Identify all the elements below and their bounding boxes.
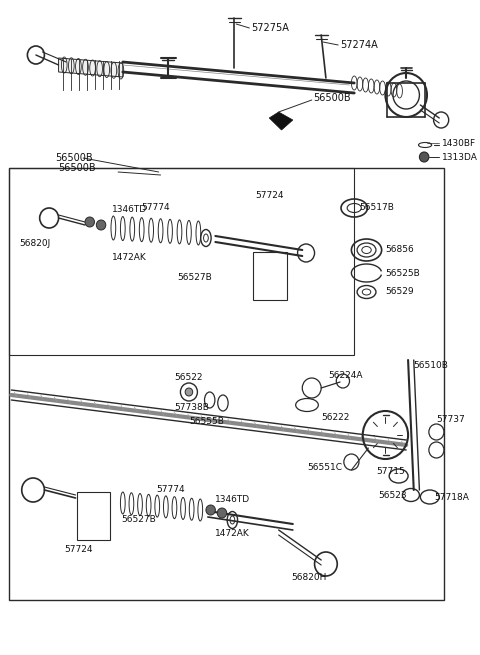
- Circle shape: [217, 508, 227, 518]
- Text: 56500B: 56500B: [59, 163, 96, 173]
- Text: 56500B: 56500B: [55, 153, 93, 163]
- Text: 56224A: 56224A: [329, 371, 363, 379]
- Polygon shape: [59, 58, 123, 77]
- Text: 57774: 57774: [142, 204, 170, 212]
- Text: 1313DA: 1313DA: [442, 153, 478, 162]
- Text: 56527B: 56527B: [121, 515, 156, 525]
- Text: 56555B: 56555B: [189, 417, 224, 426]
- Text: 56525B: 56525B: [385, 269, 420, 278]
- Text: 57724: 57724: [64, 546, 93, 555]
- Text: 56820J: 56820J: [19, 238, 50, 248]
- Text: 57715: 57715: [376, 468, 405, 476]
- Circle shape: [185, 388, 192, 396]
- Text: 57737: 57737: [436, 415, 465, 424]
- Text: 56529: 56529: [385, 288, 414, 297]
- Polygon shape: [269, 112, 293, 130]
- Text: 57774: 57774: [156, 485, 184, 495]
- Text: 56820H: 56820H: [291, 574, 326, 582]
- Text: 56527B: 56527B: [178, 274, 212, 282]
- Text: 57274A: 57274A: [340, 40, 378, 50]
- Text: 1472AK: 1472AK: [216, 529, 250, 538]
- Text: 56500B: 56500B: [313, 93, 351, 103]
- Text: 57738B: 57738B: [175, 403, 210, 413]
- Circle shape: [206, 505, 216, 515]
- Text: 57724: 57724: [255, 191, 284, 200]
- Text: 56551C: 56551C: [307, 464, 342, 472]
- Text: 57718A: 57718A: [434, 493, 469, 502]
- Text: 1430BF: 1430BF: [442, 138, 476, 147]
- Text: 56517B: 56517B: [359, 204, 394, 212]
- Circle shape: [96, 220, 106, 230]
- Text: 56222: 56222: [321, 413, 349, 422]
- Text: 56523: 56523: [378, 491, 407, 500]
- Text: 56510B: 56510B: [414, 360, 449, 369]
- Text: 56856: 56856: [385, 246, 414, 255]
- Text: 1346TD: 1346TD: [111, 206, 146, 214]
- Circle shape: [85, 217, 95, 227]
- Circle shape: [420, 152, 429, 162]
- Text: 57275A: 57275A: [251, 23, 289, 33]
- Text: 1346TD: 1346TD: [216, 495, 251, 504]
- Text: 56522: 56522: [175, 373, 203, 383]
- Text: 1472AK: 1472AK: [111, 253, 146, 263]
